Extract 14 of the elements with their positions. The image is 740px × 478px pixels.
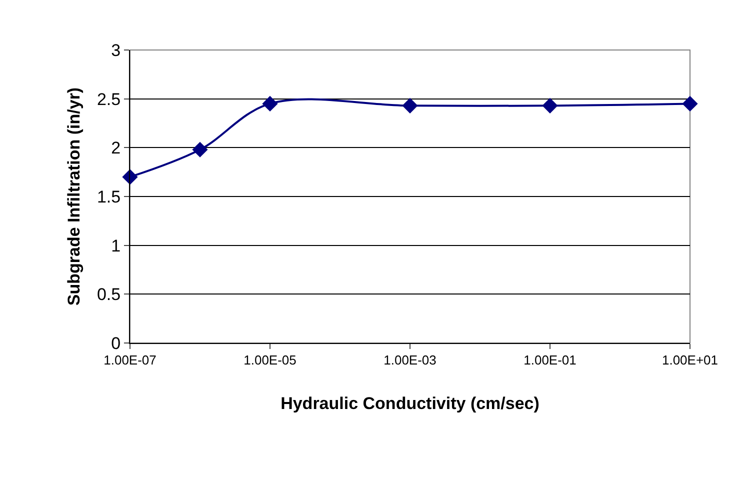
x-axis-title: Hydraulic Conductivity (cm/sec) bbox=[280, 394, 540, 413]
y-tick-label: 1.5 bbox=[96, 187, 121, 206]
x-tick-label: 1.00E+01 bbox=[662, 352, 718, 368]
y-tick-label: 2 bbox=[111, 138, 121, 158]
y-tick-label: 0.5 bbox=[96, 285, 121, 304]
y-tick-label: 1 bbox=[111, 236, 121, 256]
y-tick-label: 2.5 bbox=[96, 90, 121, 109]
y-tick-label: 0 bbox=[111, 334, 121, 353]
x-tick-label: 1.00E-07 bbox=[104, 352, 156, 368]
x-tick-label: 1.00E-01 bbox=[524, 352, 576, 368]
x-tick-label: 1.00E-03 bbox=[384, 352, 436, 368]
y-tick-label: 3 bbox=[111, 40, 121, 60]
y-axis-title: Subgrade Infiltration (in/yr) bbox=[64, 87, 84, 306]
x-tick-label: 1.00E-05 bbox=[244, 352, 296, 368]
